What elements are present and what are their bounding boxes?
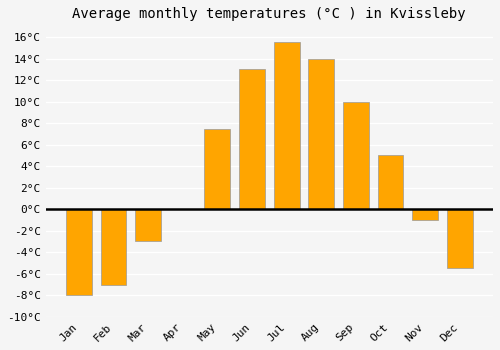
Bar bbox=[343, 102, 369, 209]
Bar bbox=[239, 69, 265, 209]
Bar bbox=[100, 209, 126, 285]
Bar bbox=[446, 209, 472, 268]
Bar bbox=[412, 209, 438, 220]
Bar bbox=[204, 128, 231, 209]
Bar bbox=[378, 155, 404, 209]
Bar bbox=[135, 209, 161, 241]
Bar bbox=[308, 58, 334, 209]
Title: Average monthly temperatures (°C ) in Kvissleby: Average monthly temperatures (°C ) in Kv… bbox=[72, 7, 466, 21]
Bar bbox=[66, 209, 92, 295]
Bar bbox=[274, 42, 299, 209]
